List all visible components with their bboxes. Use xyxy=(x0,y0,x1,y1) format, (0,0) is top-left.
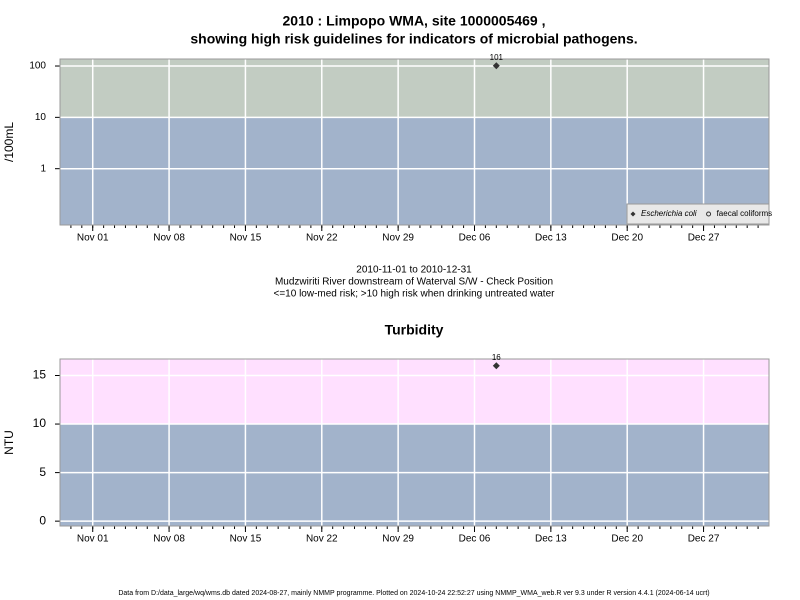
y-tick-label: 15 xyxy=(33,368,47,382)
legend-marker xyxy=(706,211,712,217)
x-tick-label: Nov 15 xyxy=(230,233,262,244)
x-tick-label: Dec 13 xyxy=(535,233,567,244)
legend-label: faecal coliforms xyxy=(717,209,773,218)
footer: Data from D:/data_large/wq/wms.db dated … xyxy=(118,590,709,597)
note: <=10 low-med risk; >10 high risk when dr… xyxy=(274,289,556,300)
x-tick-label: Dec 20 xyxy=(611,534,643,545)
x-tick-label: Nov 01 xyxy=(77,233,109,244)
x-tick-label: Nov 15 xyxy=(230,534,262,545)
data-label: 101 xyxy=(490,53,504,62)
y-axis-label: /100mL xyxy=(2,122,16,162)
y-tick-label: 10 xyxy=(33,416,47,430)
x-tick-label: Nov 08 xyxy=(153,233,185,244)
y-tick-label: 100 xyxy=(29,61,46,72)
panel-title: Turbidity xyxy=(385,322,444,338)
note: Mudzwiriti River downstream of Waterval … xyxy=(275,277,553,288)
y-axis-label: NTU xyxy=(2,430,16,455)
x-tick-label: Nov 22 xyxy=(306,233,338,244)
point xyxy=(492,362,500,370)
x-tick-label: Dec 20 xyxy=(611,233,643,244)
legend xyxy=(626,203,770,225)
plot-frame xyxy=(59,58,770,226)
x-tick-label: Nov 29 xyxy=(382,534,414,545)
plot-frame xyxy=(59,358,770,527)
band-high xyxy=(60,59,769,118)
x-tick-label: Nov 29 xyxy=(382,233,414,244)
x-tick-label: Dec 27 xyxy=(688,534,720,545)
y-tick-label: 0 xyxy=(39,513,46,527)
y-tick-label: 5 xyxy=(39,465,46,479)
x-tick-label: Dec 13 xyxy=(535,534,567,545)
y-tick-label: 1 xyxy=(40,163,46,174)
point xyxy=(492,62,500,70)
title: 2010 : Limpopo WMA, site 1000005469 , xyxy=(283,13,546,29)
title: showing high risk guidelines for indicat… xyxy=(190,31,637,47)
x-tick-label: Dec 06 xyxy=(459,233,491,244)
x-tick-label: Nov 01 xyxy=(77,534,109,545)
note: 2010-11-01 to 2010-12-31 xyxy=(356,265,472,276)
x-tick-label: Dec 27 xyxy=(688,233,720,244)
legend-marker xyxy=(630,211,636,217)
band-low xyxy=(60,424,769,526)
data-label: 16 xyxy=(492,353,501,362)
x-tick-label: Dec 06 xyxy=(459,534,491,545)
y-tick-label: 10 xyxy=(35,112,47,123)
x-tick-label: Nov 08 xyxy=(153,534,185,545)
x-tick-label: Nov 22 xyxy=(306,534,338,545)
band-high xyxy=(60,359,769,425)
legend-label: Escherichia coli xyxy=(641,209,697,218)
